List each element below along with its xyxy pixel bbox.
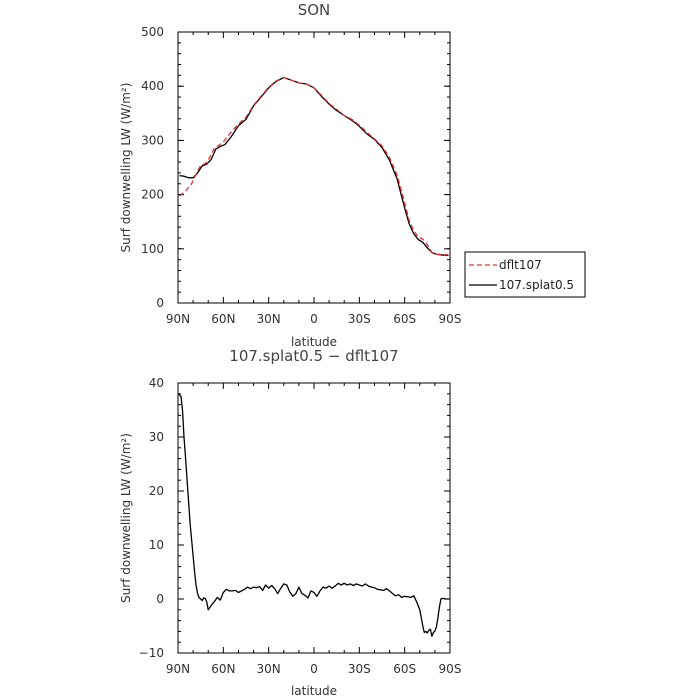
bottom-x-tick-label: 0 xyxy=(310,662,318,676)
top-series-line-1 xyxy=(179,76,449,256)
bottom-y-tick-label: 30 xyxy=(149,430,164,444)
bottom-x-tick-label: 60S xyxy=(393,662,416,676)
bottom-x-tick-label: 90S xyxy=(439,662,462,676)
legend-label-splat: 107.splat0.5 xyxy=(499,278,574,292)
top-y-axis-label: Surf downwelling LW (W/m²) xyxy=(119,83,133,253)
bottom-y-tick-label: 0 xyxy=(156,592,164,606)
bottom-plot-frame xyxy=(177,382,451,654)
bottom-y-axis-label: Surf downwelling LW (W/m²) xyxy=(119,433,133,603)
top-y-tick-label: 400 xyxy=(141,79,164,93)
top-x-tick-label: 30N xyxy=(257,312,281,326)
bottom-panel: 107.splat0.5 − dflt107 90N 60N 30N 0 30S 60S 9… xyxy=(119,347,461,698)
bottom-y-tick-label: −10 xyxy=(139,646,164,660)
top-ticks: 90N 60N 30N 0 30S 60S 90S 0 100 200 300 400 500 xyxy=(141,25,461,326)
bottom-y-tick-label: 10 xyxy=(149,538,164,552)
top-x-axis-label: latitude xyxy=(291,335,337,349)
top-panel: SON 90N 60N 30N 0 30S 60S 90S0100200300400500 … xyxy=(119,1,461,349)
top-chart-title: SON xyxy=(298,1,331,19)
top-series-layer xyxy=(179,76,449,256)
bottom-y-tick-label: 20 xyxy=(149,484,164,498)
top-x-tick-label: 60S xyxy=(393,312,416,326)
bottom-ticks: 90N 60N 30N 0 30S 60S 90S −10 0 10 20 30 40 xyxy=(139,376,462,676)
top-y-tick-label: 200 xyxy=(141,188,164,202)
top-y-tick-label: 100 xyxy=(141,242,164,256)
bottom-chart-title: 107.splat0.5 − dflt107 xyxy=(229,347,398,365)
top-series-line-0 xyxy=(179,76,449,256)
bottom-x-tick-label: 30N xyxy=(257,662,281,676)
top-y-tick-label: 0 xyxy=(156,296,164,310)
top-y-tick-label: 500 xyxy=(141,25,164,39)
bottom-y-tick-label: 40 xyxy=(149,376,164,390)
top-plot-frame xyxy=(177,31,451,304)
bottom-x-tick-label: 60N xyxy=(211,662,235,676)
top-y-tick-label: 300 xyxy=(141,133,164,147)
top-x-tick-label: 60N xyxy=(211,312,235,326)
top-x-tick-label: 0 xyxy=(310,312,318,326)
bottom-series-line-0 xyxy=(178,393,450,637)
legend-box xyxy=(464,251,586,298)
top-x-tick-label: 90S xyxy=(439,312,462,326)
top-x-tick-label: 90N xyxy=(166,312,190,326)
legend-label-dflt107: dflt107 xyxy=(499,258,542,272)
bottom-x-tick-label: 90N xyxy=(166,662,190,676)
legend: dflt107 107.splat0.5 xyxy=(464,251,586,298)
bottom-x-axis-label: latitude xyxy=(291,684,337,698)
bottom-series-layer xyxy=(178,393,450,637)
bottom-x-tick-label: 30S xyxy=(348,662,371,676)
top-x-tick-label: 30S xyxy=(348,312,371,326)
